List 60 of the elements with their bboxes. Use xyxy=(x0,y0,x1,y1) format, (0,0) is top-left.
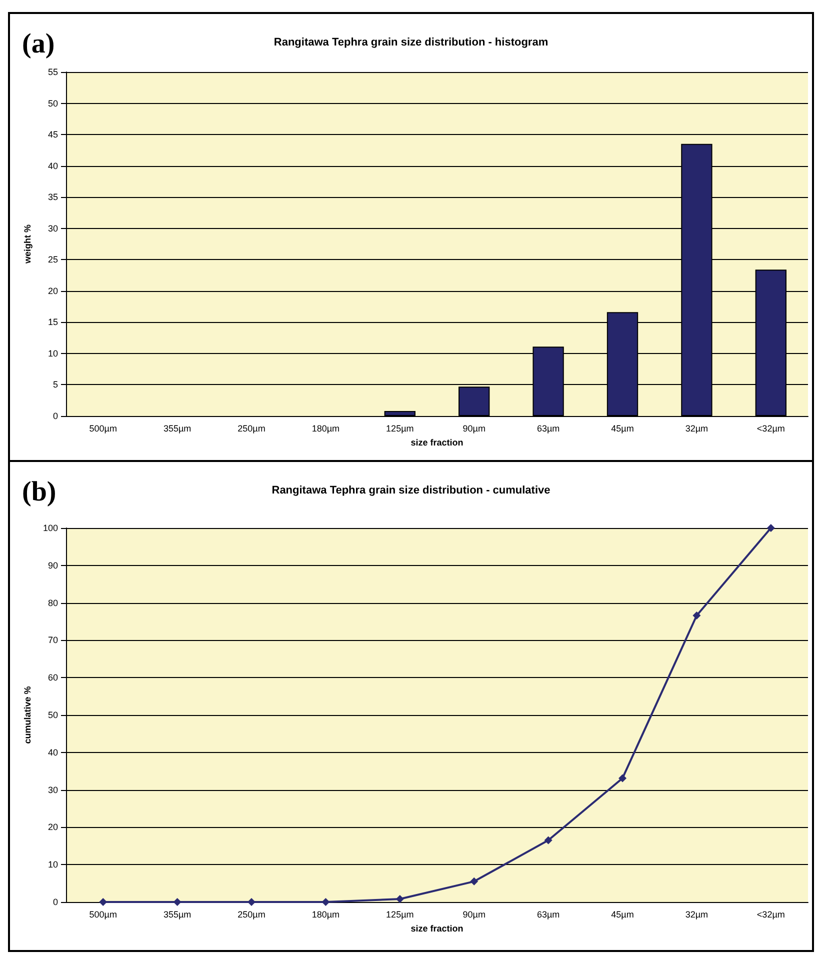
y-tick-label: 30 xyxy=(48,784,58,795)
y-tick-label: 0 xyxy=(52,897,58,907)
x-tick-label: <32µm xyxy=(756,424,785,434)
point xyxy=(396,895,404,904)
x-tick-label: 125µm xyxy=(386,424,414,434)
y-axis-title: weight % xyxy=(22,224,32,265)
point xyxy=(470,877,478,886)
y-tick-label: 100 xyxy=(42,523,58,533)
y-tick-label: 70 xyxy=(48,635,58,646)
x-tick-label: 32µm xyxy=(685,910,708,920)
point xyxy=(173,898,182,906)
y-tick-label: 40 xyxy=(48,747,58,758)
text: (b) xyxy=(22,476,56,508)
x-tick-label: 180µm xyxy=(312,910,340,920)
chart-title: Rangitawa Tephra grain size distribution - histogram xyxy=(274,36,548,48)
x-tick-label: 90µm xyxy=(462,910,486,920)
x-tick-label: 45µm xyxy=(611,910,634,920)
x-tick-label: 500µm xyxy=(89,424,117,434)
y-tick-label: 60 xyxy=(48,672,58,683)
x-tick-label: 180µm xyxy=(312,424,340,434)
y-tick-label: 80 xyxy=(48,598,58,608)
chart-title: Rangitawa Tephra grain size distribution - cumulative xyxy=(272,484,550,496)
y-tick-label: 0 xyxy=(52,411,58,421)
x-tick-label: 63µm xyxy=(536,424,560,434)
point xyxy=(544,836,552,844)
x-tick-label: 32µm xyxy=(685,424,708,434)
y-tick-label: 55 xyxy=(48,67,58,77)
x-tick-label: 250µm xyxy=(238,424,266,434)
y-tick-label: 15 xyxy=(48,317,58,328)
x-tick-label: <32µm xyxy=(756,910,785,920)
y-tick-label: 45 xyxy=(48,130,58,140)
point xyxy=(692,612,701,620)
y-tick-label: 10 xyxy=(48,348,58,358)
x-tick-label: 45µm xyxy=(611,424,634,434)
point xyxy=(766,524,775,532)
x-tick-label: 63µm xyxy=(536,910,560,920)
x-tick-label: 500µm xyxy=(89,910,117,920)
y-tick-label: 50 xyxy=(48,98,58,108)
point xyxy=(322,898,330,906)
y-tick-label: 40 xyxy=(48,160,58,171)
y-tick-label: 50 xyxy=(48,710,58,720)
x-tick-label: 250µm xyxy=(238,910,266,920)
y-tick-label: 10 xyxy=(48,860,58,870)
point xyxy=(618,774,626,782)
y-tick-label: 30 xyxy=(48,223,58,234)
x-tick-label: 355µm xyxy=(163,910,192,920)
y-tick-label: 20 xyxy=(48,822,58,832)
text: (a) xyxy=(22,28,55,60)
x-tick-label: 125µm xyxy=(386,910,414,920)
y-tick-label: 5 xyxy=(52,380,58,390)
point xyxy=(248,898,256,906)
x-axis-title: size fraction xyxy=(410,438,464,448)
x-tick-label: 355µm xyxy=(163,424,192,434)
y-tick-label: 25 xyxy=(48,254,58,265)
y-tick-label: 20 xyxy=(48,286,58,296)
y-tick-label: 90 xyxy=(48,560,58,570)
y-axis-title: cumulative % xyxy=(22,686,32,744)
y-tick-label: 35 xyxy=(48,192,58,202)
x-tick-label: 90µm xyxy=(462,424,486,434)
x-axis-title: size fraction xyxy=(410,924,464,934)
